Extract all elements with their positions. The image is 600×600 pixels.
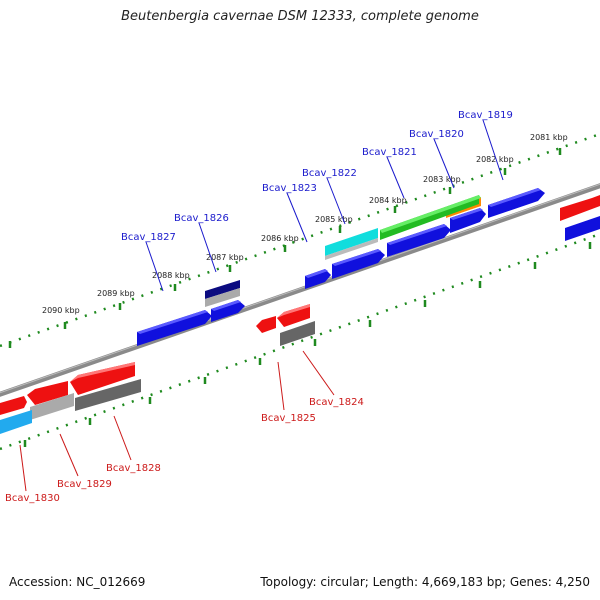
gene-label-bcav-1829[interactable]: Bcav_1829 [57,479,112,490]
gene-arrow-partial [565,216,600,241]
reverse-strand-genes [0,304,315,434]
leader-line [277,361,285,411]
leader-line [386,156,405,199]
gene-arrow-bcav-1824[interactable] [277,304,310,327]
leader-line [59,433,79,477]
leader-line [433,138,455,189]
gene-segment-cyan-shade [325,238,378,260]
leader-line [326,177,346,225]
gene-label-bcav-1821[interactable]: Bcav_1821 [362,147,417,158]
genome-summary: Topology: circular; Length: 4,669,183 bp… [260,575,590,589]
gene-arrow-top-face [70,362,135,382]
gene-label-bcav-1827[interactable]: Bcav_1827 [121,232,176,243]
gene-arrow-bcav-1821[interactable] [387,224,451,257]
leader-line [482,119,504,181]
gene-segment-lightgrey [205,288,240,307]
scale-track-lower [0,232,600,451]
gene-arrow-top-face [305,269,328,278]
map-title: Beutenbergia cavernae DSM 12333, complet… [121,9,479,24]
gene-arrow-bcav-1828[interactable] [70,362,135,395]
gene-arrow-top-face [137,310,208,334]
leader-line [286,192,308,243]
gene-segment-grey [75,379,141,411]
gene-arrow-top-face [488,188,541,207]
scale-label: 2085 kbp [315,215,353,224]
gene-segment-grey [280,321,315,346]
gene-label-bcav-1820[interactable]: Bcav_1820 [409,129,464,140]
leader-line [145,241,164,292]
genome-backbone [0,183,600,397]
gene-label-bcav-1823[interactable]: Bcav_1823 [262,183,317,194]
gene-arrow-bcav-1829[interactable] [27,381,68,405]
gene-segment-green-top [380,195,481,233]
gene-arrow-top-face [211,300,241,311]
gene-arrow-top-face [332,249,381,266]
scale-label: 2086 kbp [261,234,299,243]
gene-label-bcav-1824[interactable]: Bcav_1824 [309,397,364,408]
scale-label: 2081 kbp [530,133,568,142]
scale-track-upper [0,132,600,348]
gene-arrow-bcav-1825[interactable] [256,316,276,333]
major-ticks-upper [8,148,562,348]
scale-label: 2088 kbp [152,271,190,280]
genome-backbone-highlight [0,183,600,394]
leader-line [113,415,132,461]
gene-label-bcav-1825[interactable]: Bcav_1825 [261,413,316,424]
gene-label-bcav-1828[interactable]: Bcav_1828 [106,463,161,474]
leader-line [198,222,217,273]
scale-label: 2089 kbp [97,289,135,298]
major-ticks-lower [23,242,592,447]
gene-label-bcav-1830[interactable]: Bcav_1830 [5,493,60,504]
gene-labels-bottom: Bcav_1824 Bcav_1825 Bcav_1828 Bcav_1829 … [5,397,364,504]
gene-arrow-bcav-1826[interactable] [211,300,245,322]
gene-arrow-bcav-1827[interactable] [137,310,212,346]
gene-arrow-top-face [387,224,447,245]
gene-arrow-bcav-1819[interactable] [488,188,545,218]
gene-segment-navy [205,280,240,299]
scale-label: 2087 kbp [206,253,244,262]
gene-labels-top: Bcav_1819 Bcav_1820 Bcav_1821 Bcav_1822 … [121,110,513,243]
gene-segment-lightgrey [30,393,74,420]
gene-label-bcav-1819[interactable]: Bcav_1819 [458,110,513,121]
gene-arrow-bcav-1820[interactable] [450,208,486,233]
scale-label: 2083 kbp [423,175,461,184]
gene-segment-skyblue [0,410,32,434]
gene-label-bcav-1822[interactable]: Bcav_1822 [302,168,357,179]
scale-labels: 2081 kbp 2082 kbp 2083 kbp 2084 kbp 2085… [42,133,568,315]
scale-label: 2084 kbp [369,196,407,205]
gene-arrow-partial [560,195,600,221]
accession-label: Accession: NC_012669 [9,575,146,589]
gene-segment-cyan [325,228,378,256]
scale-label: 2090 kbp [42,306,80,315]
leader-lines-bottom [19,350,335,492]
gene-arrow-bcav-1822[interactable] [332,249,385,279]
scale-label: 2082 kbp [476,155,514,164]
leader-line [302,350,335,396]
leader-line [19,444,27,492]
gene-arrow-top-face [277,304,310,318]
gene-label-bcav-1826[interactable]: Bcav_1826 [174,213,229,224]
gene-arrow-top-face [450,208,483,220]
forward-strand-genes [137,188,600,346]
gene-arrow-bcav-1830[interactable] [0,396,27,415]
leader-lines-top [145,119,504,292]
